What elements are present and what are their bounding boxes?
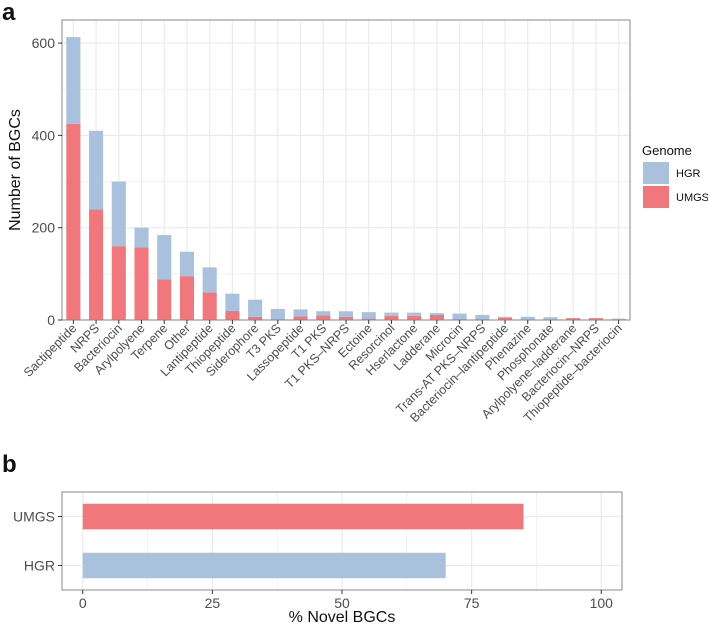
bar-umgs-sactipeptide — [66, 123, 81, 320]
bar-umgs — [82, 503, 524, 530]
bar-hgr-other — [179, 251, 195, 277]
y-tick-label: HGR — [24, 558, 55, 574]
x-tick-label: 100 — [590, 595, 614, 611]
bar-umgs-bacteriocin-lantipeptide — [497, 317, 513, 320]
bar-umgs-lassopeptide — [293, 316, 308, 320]
panel-label-a: a — [2, 0, 16, 26]
bar-hgr-bacteriocin-lantipeptide — [497, 316, 513, 318]
x-axis-title-b: % Novel BGCs — [289, 609, 396, 624]
bar-hgr-ectoine — [361, 312, 376, 319]
bar-umgs-nrps — [89, 209, 104, 320]
panel-label-b: b — [2, 451, 17, 478]
bar-hgr-t1-pks — [316, 311, 331, 316]
x-tick-label: Sactipeptide — [21, 321, 80, 380]
x-tick-label: 75 — [464, 595, 480, 611]
x-axis-a: SactipeptideNRPSBacteriocinArylpolyeneTe… — [21, 320, 625, 425]
x-tick-label: 50 — [334, 595, 350, 611]
bar-umgs-siderophore — [248, 316, 263, 320]
legend-swatch-umgs — [643, 186, 669, 208]
y-tick-label: 600 — [32, 35, 56, 51]
y-axis-title-a: Number of BGCs — [7, 109, 24, 231]
legend-swatch-hgr — [643, 162, 669, 184]
bar-umgs-resorcinol — [384, 315, 399, 320]
bar-hgr-siderophore — [248, 299, 263, 317]
bar-hgr-microcin — [452, 313, 467, 320]
bars-a — [66, 37, 626, 320]
legend-title: Genome — [642, 143, 692, 158]
bar-hgr-trans-at-pks-nrps — [475, 314, 490, 320]
bar-hgr-bacteriocin — [111, 181, 126, 247]
y-tick-label: UMGS — [13, 509, 55, 525]
panel-b: b UMGS HGR 0 25 50 75 100 % Novel BGCs — [2, 451, 623, 624]
bars-b — [82, 503, 524, 579]
bar-hgr-lantipeptide — [202, 267, 217, 293]
bar-umgs-bacteriocin — [111, 246, 126, 320]
legend-label-umgs: UMGS — [676, 192, 708, 204]
bar-hgr-t1-pks-nrps — [338, 311, 354, 317]
bar-umgs-lantipeptide — [202, 292, 217, 320]
bar-hgr-ladderane — [429, 313, 444, 315]
x-axis-b: 0 25 50 75 100 — [79, 590, 613, 611]
legend: Genome HGR UMGS — [642, 143, 708, 208]
legend-label-hgr: HGR — [676, 168, 701, 180]
bar-umgs-arylpolyene-ladderane — [566, 318, 581, 320]
bar-hgr-hserlactone — [407, 312, 422, 316]
bar-hgr-terpene — [157, 235, 172, 280]
bar-umgs-other — [179, 276, 195, 320]
y-axis-b: UMGS HGR — [13, 509, 62, 574]
bar-umgs-arylpolyene — [134, 247, 149, 320]
y-axis-a: 0 200 400 600 — [32, 35, 62, 328]
bar-hgr-resorcinol — [384, 312, 399, 316]
bar-umgs-t1-pks — [316, 315, 331, 320]
bar-hgr-thiopeptide — [225, 293, 240, 311]
bar-hgr-thiopeptide-bacteriocin — [611, 318, 626, 320]
bar-hgr-t3-pks — [270, 308, 285, 320]
bar-hgr-nrps — [89, 130, 104, 210]
bar-umgs-t1-pks-nrps — [338, 316, 354, 320]
panel-a: a 0 200 400 600 SactipeptideNRPSBacteriocin… — [2, 0, 631, 425]
y-tick-label: 200 — [32, 220, 56, 236]
x-tick-label: 25 — [205, 595, 221, 611]
y-tick-label: 400 — [32, 127, 56, 143]
bar-umgs-thiopeptide — [225, 310, 240, 320]
bar-umgs-ladderane — [429, 314, 444, 320]
x-tick-label: 0 — [79, 595, 87, 611]
bar-hgr — [82, 552, 446, 579]
bar-umgs-ectoine — [361, 318, 376, 320]
bar-hgr-lassopeptide — [293, 309, 308, 317]
bar-hgr-phenazine — [520, 316, 535, 320]
bar-hgr-phosphonate — [543, 317, 558, 320]
bar-umgs-terpene — [157, 279, 172, 320]
bar-hgr-sactipeptide — [66, 37, 81, 124]
bar-umgs-bacteriocin-nrps — [588, 318, 603, 320]
bar-umgs-hserlactone — [407, 315, 422, 320]
bar-hgr-arylpolyene — [134, 227, 149, 248]
y-tick-label: 0 — [47, 312, 55, 328]
